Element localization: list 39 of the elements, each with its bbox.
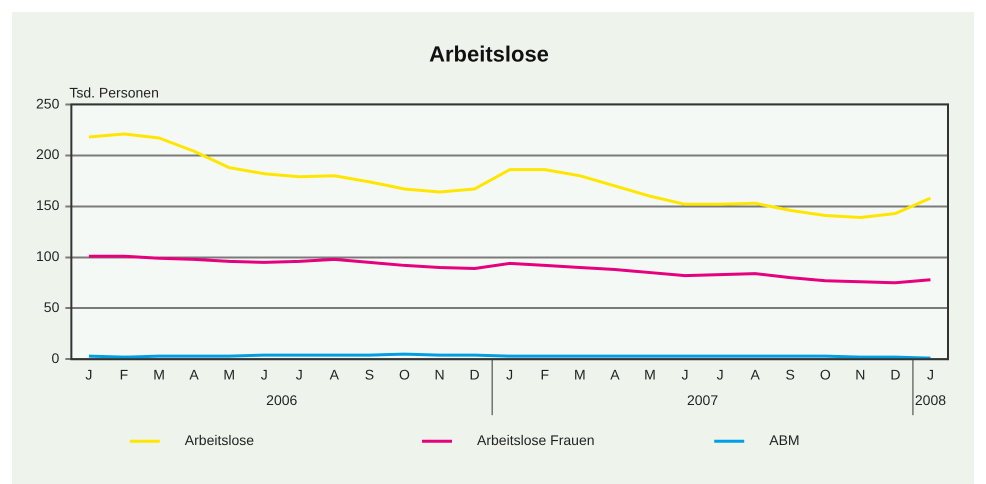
- x-tick-label: J: [682, 366, 689, 382]
- x-tick-label: J: [926, 366, 934, 382]
- x-tick-label: M: [644, 366, 656, 382]
- y-tick-label: 0: [52, 350, 60, 366]
- chart-title: Arbeitslose: [429, 41, 549, 66]
- x-tick-label: A: [750, 366, 760, 382]
- y-axis-title: Tsd. Personen: [69, 84, 159, 100]
- text: 2006: [266, 392, 298, 408]
- x-tick-label: J: [716, 366, 724, 382]
- legend-label: Arbeitslose Frauen: [477, 432, 595, 448]
- x-tick-label: N: [434, 366, 445, 382]
- x-tick-label: J: [506, 366, 514, 382]
- x-tick-label: A: [189, 366, 200, 382]
- x-tick-label: D: [470, 366, 480, 382]
- x-tick-label: J: [85, 366, 92, 382]
- x-tick-label: S: [364, 366, 374, 382]
- x-tick-label: F: [540, 366, 550, 382]
- x-tick-label: M: [223, 366, 235, 382]
- x-tick-label: S: [786, 366, 795, 382]
- x-tick-label: M: [574, 366, 586, 382]
- x-tick-label: O: [820, 366, 831, 382]
- legend-label: ABM: [769, 432, 800, 448]
- x-tick-label: N: [855, 366, 866, 382]
- y-tick-label: 200: [36, 146, 60, 162]
- x-tick-label: J: [260, 366, 268, 382]
- x-tick-label: M: [153, 366, 165, 382]
- y-tick-label: 50: [44, 299, 60, 316]
- x-tick-label: F: [120, 366, 128, 382]
- y-tick-label: 250: [36, 95, 60, 112]
- x-tick-label: A: [610, 366, 620, 382]
- y-tick-label: 100: [36, 248, 60, 264]
- y-tick-label: 150: [36, 197, 60, 214]
- x-tick-label: J: [296, 366, 303, 382]
- x-tick-label: A: [330, 366, 340, 382]
- x-tick-label: D: [890, 366, 900, 382]
- legend-label: Arbeitslose: [184, 432, 254, 448]
- x-tick-label: O: [399, 366, 410, 382]
- text: 2008: [914, 392, 946, 408]
- text: 2007: [686, 392, 718, 408]
